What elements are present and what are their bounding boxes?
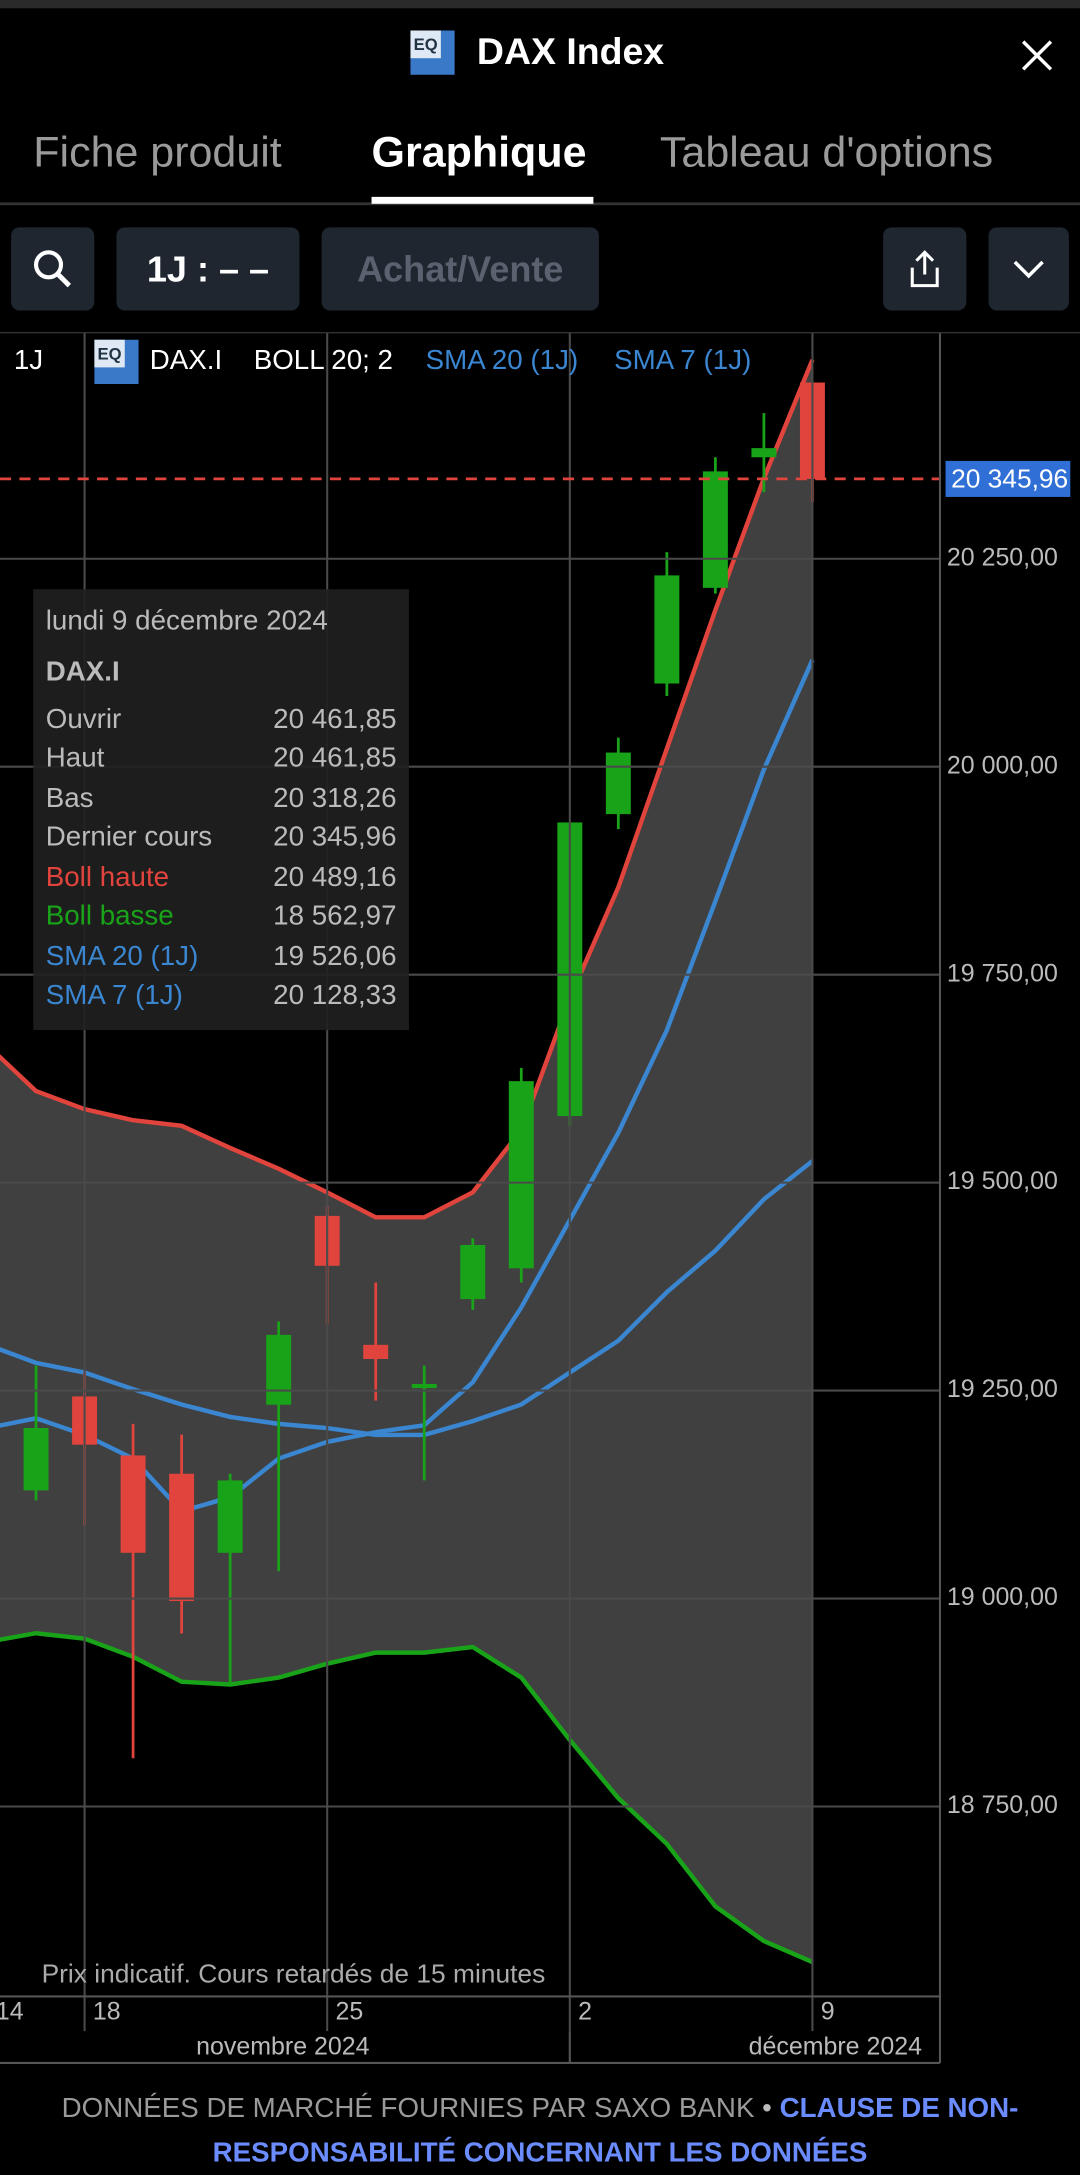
footer-link[interactable]: CLAUSE DE NON-RESPONSABILITÉ CONCERNANT … xyxy=(212,2093,1019,2169)
legend-entry: SMA 7 (1J) xyxy=(614,345,752,376)
footer-source: DONNÉES DE MARCHÉ FOURNIES PAR SAXO BANK xyxy=(61,2093,755,2124)
tooltip-label: SMA 20 (1J) xyxy=(45,940,199,972)
search-button[interactable] xyxy=(11,227,95,311)
tooltip-label: Haut xyxy=(45,743,105,774)
tooltip-label: Boll haute xyxy=(45,861,170,893)
candle-body xyxy=(702,471,728,588)
candle-body xyxy=(266,1334,292,1405)
tooltip-row: Boll haute 20 489,16 xyxy=(46,858,397,897)
tab-divider xyxy=(0,202,1080,206)
close-button[interactable] xyxy=(1020,39,1053,72)
x-tick-label: 2 xyxy=(578,1998,592,2026)
y-tick-label: 19 750,00 xyxy=(947,959,1058,987)
eq-icon: EQ xyxy=(94,339,139,385)
bollinger-band-fill xyxy=(0,359,813,1963)
y-tick-label: 20 250,00 xyxy=(947,543,1058,571)
tooltip-value: 20 461,85 xyxy=(273,743,397,774)
x-tick-label: 14 xyxy=(0,1998,24,2026)
legend-symbol: DAX.I xyxy=(149,345,223,376)
indicator-line xyxy=(0,1630,814,1965)
candle-body xyxy=(605,752,631,815)
tooltip-row: SMA 7 (1J) 20 128,33 xyxy=(46,977,397,1016)
legend-period: 1J xyxy=(13,345,44,376)
share-button[interactable] xyxy=(883,227,967,311)
tooltip-label: Bas xyxy=(45,782,94,814)
tooltip-row: Dernier cours 20 345,96 xyxy=(46,819,397,858)
candle-body xyxy=(23,1428,49,1491)
header-title: DAX Index xyxy=(476,30,665,73)
y-tick-label: 20 000,00 xyxy=(947,751,1058,779)
tab[interactable]: Tableau d'options xyxy=(659,127,994,177)
x-tick-label: 9 xyxy=(821,1998,835,2026)
y-tick-label: 19 250,00 xyxy=(947,1375,1058,1403)
candle-body xyxy=(217,1480,243,1553)
period-button[interactable]: 1J : – – xyxy=(116,227,300,311)
tooltip-row: Ouvrir 20 461,85 xyxy=(46,700,397,739)
tooltip-label: Boll basse xyxy=(45,901,174,932)
delay-note: Prix indicatif. Cours retardés de 15 min… xyxy=(41,1960,546,1990)
tooltip-value: 20 318,26 xyxy=(273,782,397,814)
indicator-line xyxy=(0,1159,814,1438)
indicator-line xyxy=(0,659,815,1514)
tooltip-label: Ouvrir xyxy=(45,703,122,735)
tooltip-value: 20 128,33 xyxy=(273,980,397,1011)
tooltip-row: Boll basse 18 562,97 xyxy=(46,898,397,937)
x-tick-label: 25 xyxy=(336,1998,364,2026)
tab[interactable]: Fiche produit xyxy=(33,127,282,177)
y-tick-label: 19 000,00 xyxy=(947,1583,1058,1611)
candle-body xyxy=(120,1455,146,1553)
trade-button[interactable]: Achat/Vente xyxy=(321,227,599,311)
tooltip-value: 18 562,97 xyxy=(273,901,397,932)
candle-body xyxy=(654,575,680,684)
svg-text:EQ: EQ xyxy=(98,344,122,363)
last-price-label: 20 345,96 xyxy=(951,463,1068,493)
tooltip-label: SMA 7 (1J) xyxy=(45,980,183,1011)
tab-active[interactable]: Graphique xyxy=(371,127,587,177)
svg-text:EQ: EQ xyxy=(414,35,438,54)
month-label: décembre 2024 xyxy=(749,2032,922,2060)
candle-body xyxy=(508,1081,534,1269)
tooltip-label: Dernier cours xyxy=(45,822,213,853)
status-strip xyxy=(0,0,1080,9)
y-tick-label: 18 750,00 xyxy=(947,1791,1058,1819)
candle-body xyxy=(169,1473,195,1602)
dropdown-button[interactable] xyxy=(988,227,1069,311)
tooltip-value: 20 461,85 xyxy=(273,703,397,735)
legend-entry: SMA 20 (1J) xyxy=(425,345,579,376)
tooltip: lundi 9 décembre 2024 DAX.I Ouvrir 20 461… xyxy=(33,589,409,1031)
candle-body xyxy=(460,1245,486,1300)
legend-indicator: BOLL 20; 2 xyxy=(253,345,393,376)
footer: DONNÉES DE MARCHÉ FOURNIES PAR SAXO BANK… xyxy=(0,2087,1080,2175)
last-price-box xyxy=(945,460,1071,497)
tooltip-symbol: DAX.I xyxy=(45,657,120,688)
indicator-line xyxy=(0,358,815,1220)
tooltip-value: 19 526,06 xyxy=(273,940,397,972)
tooltip-row: Bas 20 318,26 xyxy=(46,779,397,818)
y-tick-label: 19 500,00 xyxy=(947,1167,1058,1195)
tooltip-date: lundi 9 décembre 2024 xyxy=(45,605,328,637)
tooltip-row: SMA 20 (1J) 19 526,06 xyxy=(46,937,397,976)
eq-icon: EQ xyxy=(410,30,455,75)
month-label: novembre 2024 xyxy=(196,2032,369,2060)
candle-body xyxy=(363,1344,389,1359)
tooltip-row: Haut 20 461,85 xyxy=(46,740,397,779)
tooltip-value: 20 489,16 xyxy=(273,861,397,893)
candle-body xyxy=(751,448,777,458)
tab-underline xyxy=(371,196,594,204)
footer-separator: • xyxy=(762,2093,772,2124)
x-tick-label: 18 xyxy=(93,1998,121,2026)
candle-body xyxy=(411,1383,437,1389)
tooltip-value: 20 345,96 xyxy=(273,822,397,853)
